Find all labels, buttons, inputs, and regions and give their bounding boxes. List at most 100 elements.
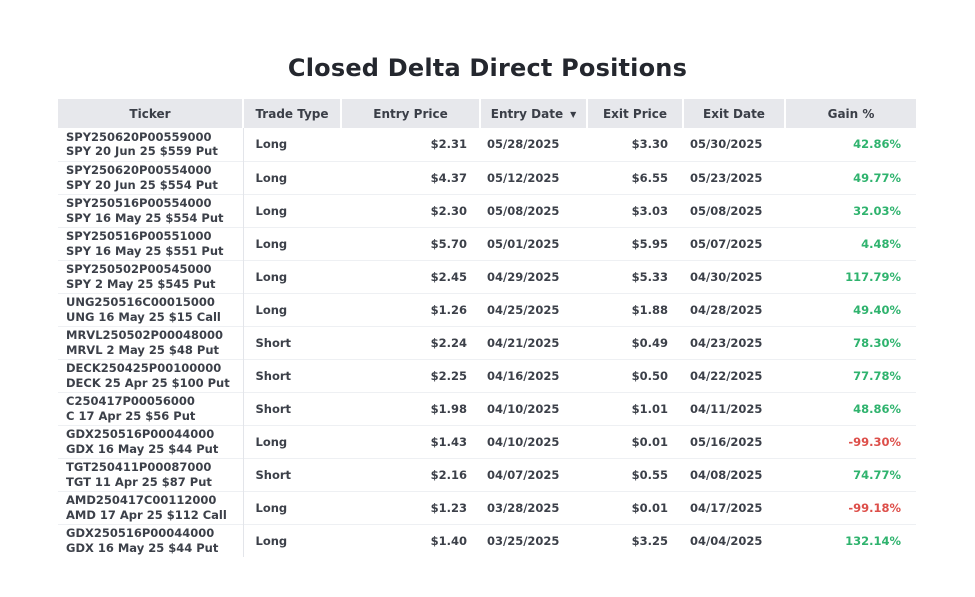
position-row: SPY250502P00545000 SPY 2 May 25 $545 Put… <box>58 260 916 293</box>
ticker-cell: SPY250502P00545000 SPY 2 May 25 $545 Put <box>58 260 244 293</box>
position-row: AMD250417C00112000 AMD 17 Apr 25 $112 Ca… <box>58 491 916 524</box>
column-header-trade-type[interactable]: Trade Type <box>243 99 342 128</box>
ticker-description: SPY 16 May 25 $551 Put <box>66 243 224 258</box>
ticker-symbol: SPY250516P00551000 <box>66 228 212 243</box>
exit-price-cell: $1.88 <box>631 302 668 317</box>
trade-type-cell: Short <box>255 401 292 416</box>
trade-type-cell: Long <box>255 500 288 515</box>
entry-price-cell: $1.98 <box>430 401 467 416</box>
ticker-cell: SPY250516P00554000 SPY 16 May 25 $554 Pu… <box>58 194 244 227</box>
ticker-description: GDX 16 May 25 $44 Put <box>66 540 219 555</box>
entry-date-cell: 04/21/2025 <box>487 335 560 350</box>
exit-price-cell: $3.30 <box>631 137 668 152</box>
exit-date-cell: 05/16/2025 <box>690 434 763 449</box>
exit-date-cell: 04/11/2025 <box>690 401 763 416</box>
entry-date-cell: 04/10/2025 <box>487 401 560 416</box>
exit-date-cell: 05/07/2025 <box>690 236 763 251</box>
entry-date-cell: 04/10/2025 <box>487 434 560 449</box>
column-header-entry-date-label: Entry Date <box>490 106 564 121</box>
positions-table-container: Ticker Trade Type Entry Price Entry Date… <box>58 99 916 557</box>
exit-price-cell: $0.50 <box>631 368 668 383</box>
ticker-symbol: DECK250425P00100000 <box>66 360 222 375</box>
ticker-description: TGT 11 Apr 25 $87 Put <box>66 474 212 489</box>
column-header-exit-date[interactable]: Exit Date <box>683 99 786 128</box>
ticker-description: SPY 2 May 25 $545 Put <box>66 276 216 291</box>
entry-date-cell: 03/25/2025 <box>487 533 560 548</box>
entry-date-cell: 04/29/2025 <box>487 269 560 284</box>
column-header-entry-date[interactable]: Entry Date ▼ <box>480 99 588 128</box>
position-row: DECK250425P00100000 DECK 25 Apr 25 $100 … <box>58 359 916 392</box>
trade-type-cell: Long <box>255 269 288 284</box>
gain-percent-cell: 49.77% <box>853 170 901 185</box>
exit-date-cell: 04/23/2025 <box>690 335 763 350</box>
exit-price-cell: $0.01 <box>631 434 668 449</box>
ticker-cell: C250417P00056000 C 17 Apr 25 $56 Put <box>58 392 244 425</box>
entry-date-cell: 05/08/2025 <box>487 203 560 218</box>
position-row: MRVL250502P00048000 MRVL 2 May 25 $48 Pu… <box>58 326 916 359</box>
position-row: GDX250516P00044000 GDX 16 May 25 $44 Put… <box>58 524 916 557</box>
position-row: C250417P00056000 C 17 Apr 25 $56 Put Sho… <box>58 392 916 425</box>
closed-positions-table: Ticker Trade Type Entry Price Entry Date… <box>58 99 916 557</box>
ticker-symbol: SPY250516P00554000 <box>66 195 212 210</box>
entry-price-cell: $2.45 <box>430 269 467 284</box>
gain-percent-cell: 49.40% <box>853 302 901 317</box>
gain-percent-cell: 117.79% <box>845 269 901 284</box>
column-header-entry-price[interactable]: Entry Price <box>341 99 481 128</box>
exit-price-cell: $5.33 <box>631 269 668 284</box>
gain-percent-cell: 4.48% <box>861 236 901 251</box>
exit-price-cell: $0.55 <box>631 467 668 482</box>
ticker-description: MRVL 2 May 25 $48 Put <box>66 342 220 357</box>
entry-date-cell: 05/01/2025 <box>487 236 560 251</box>
ticker-cell: MRVL250502P00048000 MRVL 2 May 25 $48 Pu… <box>58 326 244 359</box>
ticker-symbol: SPY250502P00545000 <box>66 261 212 276</box>
entry-price-cell: $2.30 <box>430 203 467 218</box>
position-row: UNG250516C00015000 UNG 16 May 25 $15 Cal… <box>58 293 916 326</box>
ticker-cell: UNG250516C00015000 UNG 16 May 25 $15 Cal… <box>58 293 244 326</box>
trade-type-cell: Long <box>255 434 288 449</box>
ticker-symbol: UNG250516C00015000 <box>66 294 215 309</box>
exit-price-cell: $0.01 <box>631 500 668 515</box>
exit-date-cell: 05/08/2025 <box>690 203 763 218</box>
ticker-description: SPY 20 Jun 25 $554 Put <box>66 177 218 192</box>
entry-price-cell: $1.26 <box>430 302 467 317</box>
gain-percent-cell: 74.77% <box>853 467 901 482</box>
sort-descending-caret-icon: ▼ <box>570 109 577 119</box>
column-header-ticker[interactable]: Ticker <box>58 99 244 128</box>
entry-date-cell: 05/28/2025 <box>487 137 560 152</box>
entry-date-cell: 03/28/2025 <box>487 500 560 515</box>
page-title: Closed Delta Direct Positions <box>287 54 688 82</box>
ticker-cell: DECK250425P00100000 DECK 25 Apr 25 $100 … <box>58 359 244 392</box>
ticker-symbol: MRVL250502P00048000 <box>66 327 223 342</box>
ticker-symbol: C250417P00056000 <box>66 393 195 408</box>
ticker-cell: TGT250411P00087000 TGT 11 Apr 25 $87 Put <box>58 458 244 491</box>
trade-type-cell: Short <box>255 467 292 482</box>
exit-date-cell: 05/23/2025 <box>690 170 763 185</box>
ticker-symbol: SPY250620P00559000 <box>66 129 212 144</box>
entry-price-cell: $2.24 <box>430 335 467 350</box>
trade-type-cell: Long <box>255 236 288 251</box>
gain-percent-cell: -99.18% <box>848 500 901 515</box>
ticker-symbol: AMD250417C00112000 <box>66 492 217 507</box>
entry-date-cell: 04/25/2025 <box>487 302 560 317</box>
exit-price-cell: $0.49 <box>631 335 668 350</box>
entry-price-cell: $2.16 <box>430 467 467 482</box>
entry-price-cell: $1.23 <box>430 500 467 515</box>
positions-table-body: SPY250620P00559000 SPY 20 Jun 25 $559 Pu… <box>58 128 916 557</box>
gain-percent-cell: 78.30% <box>853 335 901 350</box>
gain-percent-cell: 32.03% <box>853 203 901 218</box>
exit-price-cell: $3.03 <box>631 203 668 218</box>
column-header-exit-price[interactable]: Exit Price <box>587 99 684 128</box>
exit-date-cell: 04/30/2025 <box>690 269 763 284</box>
trade-type-cell: Short <box>255 335 292 350</box>
exit-date-cell: 05/30/2025 <box>690 137 763 152</box>
ticker-description: DECK 25 Apr 25 $100 Put <box>66 375 230 390</box>
column-header-gain[interactable]: Gain % <box>785 99 916 128</box>
ticker-description: SPY 20 Jun 25 $559 Put <box>66 144 218 159</box>
gain-percent-cell: 132.14% <box>845 533 901 548</box>
trade-type-cell: Long <box>255 137 288 152</box>
exit-date-cell: 04/08/2025 <box>690 467 763 482</box>
ticker-cell: GDX250516P00044000 GDX 16 May 25 $44 Put <box>58 524 244 557</box>
ticker-description: AMD 17 Apr 25 $112 Call <box>66 507 227 522</box>
ticker-cell: GDX250516P00044000 GDX 16 May 25 $44 Put <box>58 425 244 458</box>
position-row: GDX250516P00044000 GDX 16 May 25 $44 Put… <box>58 425 916 458</box>
